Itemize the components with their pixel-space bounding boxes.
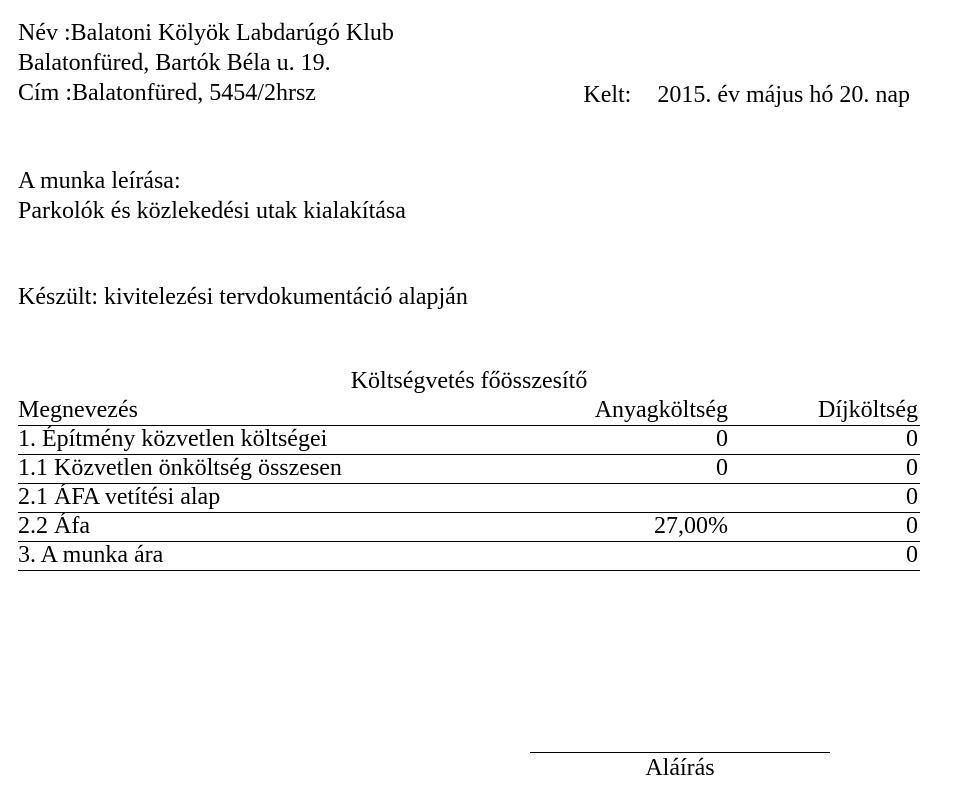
- row-right: 0: [738, 484, 920, 511]
- row-label: 2.2 Áfa: [18, 513, 518, 540]
- row-label: 1.1 Közvetlen önköltség összesen: [18, 455, 518, 482]
- summary-table: Megnevezés Anyagköltség Díjköltség 1. Ép…: [18, 397, 920, 571]
- row-label: 2.1 ÁFA vetítési alap: [18, 484, 518, 511]
- signature-label: Aláírás: [530, 755, 830, 782]
- date-label: Kelt:: [583, 80, 631, 110]
- header-row-address-date: Cím :Balatonfüred, 5454/2hrsz Kelt: 2015…: [18, 78, 920, 110]
- address-line: Cím :Balatonfüred, 5454/2hrsz: [18, 78, 583, 110]
- row-mid: 0: [518, 455, 738, 482]
- header-block: Név :Balatoni Kölyök Labdarúgó Klub Bala…: [18, 18, 920, 110]
- work-description-block: A munka leírása: Parkolók és közlekedési…: [18, 166, 920, 226]
- row-label: 3. A munka ára: [18, 542, 518, 569]
- name-line-2: Balatonfüred, Bartók Béla u. 19.: [18, 48, 920, 78]
- row-right: 0: [738, 513, 920, 540]
- prepared-text: Készült: kivitelezési tervdokumentáció a…: [18, 282, 920, 312]
- column-header-fee: Díjköltség: [738, 397, 920, 424]
- date-block: Kelt: 2015. év május hó 20. nap: [583, 78, 920, 110]
- name-line-1: Név :Balatoni Kölyök Labdarúgó Klub: [18, 18, 920, 48]
- row-right: 0: [738, 542, 920, 569]
- table-header-row: Megnevezés Anyagköltség Díjköltség: [18, 397, 920, 426]
- signature-line: [530, 752, 830, 753]
- column-header-name: Megnevezés: [18, 397, 518, 424]
- summary-title: Költségvetés főösszesítő: [18, 368, 920, 395]
- summary-block: Költségvetés főösszesítő Megnevezés Anya…: [18, 368, 920, 571]
- work-description-label: A munka leírása:: [18, 166, 920, 196]
- row-right: 0: [738, 455, 920, 482]
- table-row: 1. Építmény közvetlen költségei 0 0: [18, 426, 920, 455]
- work-description-text: Parkolók és közlekedési utak kialakítása: [18, 196, 920, 226]
- table-row: 2.1 ÁFA vetítési alap 0: [18, 484, 920, 513]
- document-page: Név :Balatoni Kölyök Labdarúgó Klub Bala…: [0, 0, 960, 786]
- row-mid: 0: [518, 426, 738, 453]
- row-label: 1. Építmény közvetlen költségei: [18, 426, 518, 453]
- column-header-material: Anyagköltség: [518, 397, 738, 424]
- signature-block: Aláírás: [530, 752, 830, 782]
- date-value: 2015. év május hó 20. nap: [657, 80, 910, 110]
- table-row: 1.1 Közvetlen önköltség összesen 0 0: [18, 455, 920, 484]
- table-row: 2.2 Áfa 27,00% 0: [18, 513, 920, 542]
- prepared-block: Készült: kivitelezési tervdokumentáció a…: [18, 282, 920, 312]
- row-mid: 27,00%: [518, 513, 738, 540]
- table-row: 3. A munka ára 0: [18, 542, 920, 571]
- row-right: 0: [738, 426, 920, 453]
